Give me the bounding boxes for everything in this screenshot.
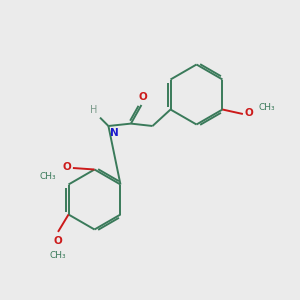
Text: CH₃: CH₃ — [40, 172, 56, 181]
Text: O: O — [63, 162, 72, 172]
Text: O: O — [138, 92, 147, 102]
Text: O: O — [54, 236, 62, 245]
Text: CH₃: CH₃ — [259, 103, 275, 112]
Text: CH₃: CH₃ — [50, 250, 66, 260]
Text: H: H — [90, 105, 98, 115]
Text: O: O — [244, 108, 253, 118]
Text: N: N — [110, 128, 119, 138]
